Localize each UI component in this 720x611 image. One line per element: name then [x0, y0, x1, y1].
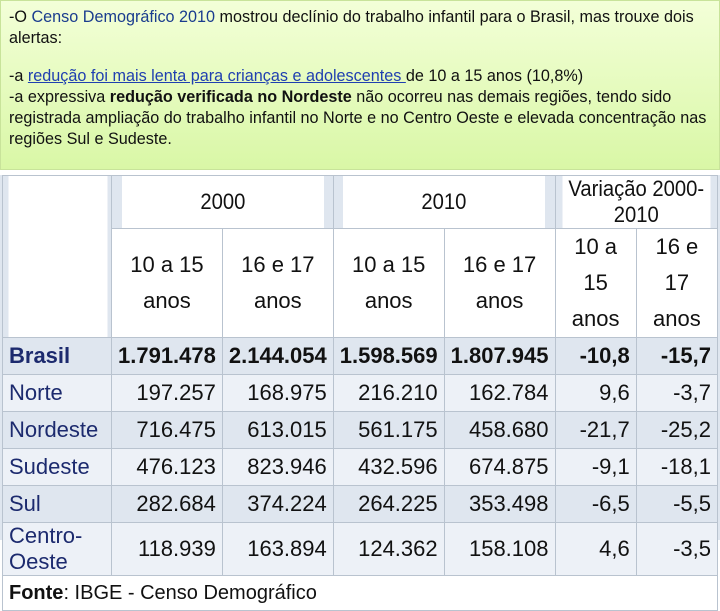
table-cell: 374.224: [221, 485, 334, 523]
year-header-row: 2000 2010 Variação 2000-2010: [3, 175, 718, 338]
table-cell: 197.257: [111, 374, 223, 412]
year-2010: 2010: [341, 175, 547, 229]
table-cell: 162.784: [443, 374, 556, 412]
table-cell: 216.210: [332, 374, 445, 412]
table-cell: 353.498: [443, 485, 556, 523]
intro-paragraph: -O Censo Demográfico 2010 mostrou declín…: [9, 7, 711, 49]
table-cell: 4,6: [554, 522, 637, 576]
corner-cell: [6, 175, 108, 338]
age-header: 10 a 15 anos: [554, 228, 637, 338]
source-label: Fonte: [9, 581, 64, 604]
year-2000: 2000: [119, 175, 325, 229]
table-row: Centro-Oeste 118.939 163.894 124.362 158…: [2, 522, 719, 576]
variation-header: Variação 2000-2010: [561, 175, 712, 229]
table-cell: 674.875: [443, 448, 556, 486]
table-cell: 823.946: [221, 448, 334, 486]
table-cell: -9,1: [554, 448, 637, 486]
table-cell: 613.015: [221, 411, 334, 449]
table-cell: 158.108: [443, 522, 556, 576]
row-label: Brasil: [2, 337, 112, 375]
table-cell: 561.175: [332, 411, 445, 449]
table-cell: -21,7: [554, 411, 637, 449]
alert-2-rest: não ocorreu nas demais regiões, tendo si…: [9, 88, 707, 148]
table-cell: 163.894: [221, 522, 334, 576]
summary-text-box: -O Censo Demográfico 2010 mostrou declín…: [0, 0, 720, 170]
alert-1-prefix: -a: [9, 67, 28, 85]
table-cell: 458.680: [443, 411, 556, 449]
row-label: Norte: [2, 374, 112, 412]
age-header-row: 10 a 15 anos 16 e 17 anos 10 a 15 anos 1…: [3, 228, 719, 338]
age-header: 16 e 17 anos: [443, 228, 556, 338]
table-container: 2000 2010 Variação 2000-2010 10 a 15 ano…: [0, 175, 720, 611]
intro-rest: mostrou declínio do trabalho infantil pa…: [9, 8, 694, 47]
table-cell: 1.791.478: [111, 337, 223, 375]
table-cell: 432.596: [332, 448, 445, 486]
table-cell: -10,8: [554, 337, 637, 375]
alert-2-prefix: -a expressiva: [9, 88, 110, 106]
table-cell: 9,6: [554, 374, 637, 412]
table-row: Sudeste 476.123 823.946 432.596 674.875 …: [2, 448, 719, 486]
table-row: Nordeste 716.475 613.015 561.175 458.680…: [2, 411, 719, 449]
row-label: Nordeste: [2, 411, 112, 449]
table-cell: -3,7: [635, 374, 719, 412]
row-label: Sudeste: [2, 448, 112, 486]
table-cell: 716.475: [111, 411, 223, 449]
table-row: Norte 197.257 168.975 216.210 162.784 9,…: [2, 374, 719, 412]
table-cell: 1.807.945: [443, 337, 556, 375]
alert-2-bold: redução verificada no Nordeste: [109, 88, 352, 106]
table-cell: 476.123: [111, 448, 223, 486]
table-cell: -3,5: [635, 522, 719, 576]
age-header: 10 a 15 anos: [332, 228, 445, 338]
table-cell: 2.144.054: [221, 337, 334, 375]
age-header: 16 e 17 anos: [221, 228, 334, 338]
alert-2: -a expressiva redução verificada no Nord…: [9, 87, 711, 150]
table-cell: -5,5: [635, 485, 719, 523]
row-label: Sul: [2, 485, 112, 523]
age-header: 16 e 17 anos: [635, 228, 719, 338]
table-cell: 264.225: [332, 485, 445, 523]
table-cell: 282.684: [111, 485, 223, 523]
row-label: Centro-Oeste: [2, 522, 112, 576]
table-cell: -25,2: [635, 411, 719, 449]
table-row: Brasil 1.791.478 2.144.054 1.598.569 1.8…: [2, 337, 719, 375]
child-labor-table: 2000 2010 Variação 2000-2010 10 a 15 ano…: [2, 175, 719, 611]
alert-1-link[interactable]: redução foi mais lenta para crianças e a…: [27, 67, 406, 85]
source-row: Fonte: IBGE - Censo Demográfico: [2, 575, 718, 611]
table-cell: -15,7: [635, 337, 719, 375]
table-cell: -18,1: [635, 448, 719, 486]
table-cell: 124.362: [332, 522, 445, 576]
table-row: Sul 282.684 374.224 264.225 353.498 -6,5…: [2, 485, 719, 523]
alert-1-rest: de 10 a 15 anos (10,8%): [405, 67, 584, 85]
table-cell: 118.939: [111, 522, 223, 576]
source-cell: Fonte: IBGE - Censo Demográfico: [2, 575, 718, 611]
table-cell: -6,5: [554, 485, 637, 523]
alert-1: -a redução foi mais lenta para crianças …: [9, 66, 711, 87]
table-cell: 1.598.569: [332, 337, 445, 375]
age-header: 10 a 15 anos: [111, 228, 223, 338]
intro-prefix: -O: [9, 8, 32, 26]
table-cell: 168.975: [221, 374, 334, 412]
census-name: Censo Demográfico 2010: [31, 8, 216, 26]
source-text: : IBGE - Censo Demográfico: [63, 581, 317, 604]
